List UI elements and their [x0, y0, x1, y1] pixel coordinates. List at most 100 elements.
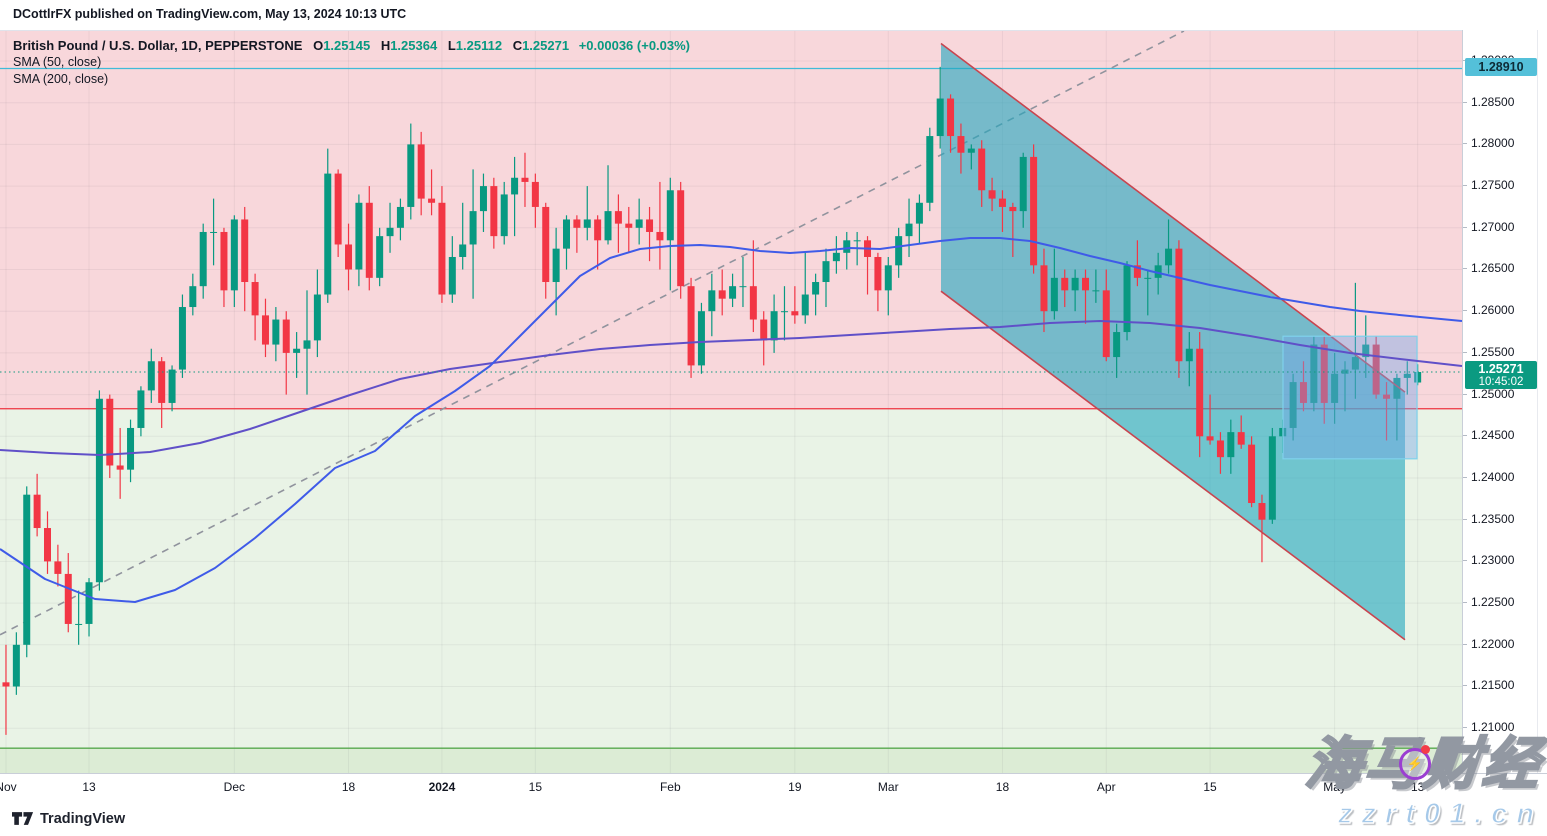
- symbol-title[interactable]: British Pound / U.S. Dollar, 1D, PEPPERS…: [13, 38, 303, 53]
- candle-body: [334, 173, 342, 245]
- candle-body: [1258, 503, 1266, 520]
- candle-body: [44, 528, 51, 562]
- candle-body: [1123, 265, 1131, 333]
- candle-body: [251, 282, 259, 316]
- candle-body: [884, 265, 892, 291]
- candle-body: [1113, 332, 1121, 358]
- candle-body: [656, 231, 664, 241]
- time-axis-label: Feb: [659, 780, 681, 794]
- time-axis[interactable]: Nov 13 Dec 18 2024 15 Feb 19 Mar 18 Apr 15 May 13: [0, 773, 1547, 802]
- candle-body: [978, 148, 986, 191]
- candle-body: [998, 198, 1006, 207]
- time-axis-label: Mar: [877, 780, 899, 794]
- candle-body: [1227, 432, 1235, 458]
- time-axis-label: 18: [341, 780, 356, 794]
- candle-body: [116, 465, 124, 470]
- sma50-line: [0, 237, 1462, 603]
- candle-body: [760, 319, 768, 341]
- candle-body: [376, 236, 384, 278]
- footer-bar: TradingView: [0, 801, 1547, 836]
- time-axis-label: Dec: [223, 780, 245, 794]
- time-axis-label: 13: [82, 780, 96, 794]
- time-axis-label: 13: [1410, 780, 1425, 794]
- candle-body: [2, 682, 10, 687]
- candle-body: [729, 286, 737, 299]
- candle-body: [54, 561, 62, 574]
- last-price-label: 1.25271 10:45:02: [1465, 360, 1537, 389]
- sma200-line: [0, 320, 1462, 456]
- candle-body: [1144, 277, 1152, 279]
- candle-body: [1082, 277, 1089, 291]
- candle-body: [1030, 156, 1038, 266]
- price-axis-label: 1.28000: [1471, 136, 1515, 151]
- candle-body: [521, 177, 529, 182]
- candle-body: [947, 98, 955, 137]
- candle-body: [1341, 369, 1349, 374]
- price-tick: [1463, 101, 1467, 103]
- chart-pane[interactable]: British Pound / U.S. Dollar, 1D, PEPPERS…: [0, 30, 1462, 774]
- candle-body: [791, 311, 799, 316]
- ohlc-low-key: L: [447, 38, 456, 53]
- candle-body: [490, 186, 498, 237]
- time-axis-label: 19: [788, 780, 802, 794]
- candle-body: [915, 202, 923, 224]
- price-axis-label: 1.26000: [1471, 303, 1515, 318]
- price-axis-label: 1.24000: [1471, 469, 1515, 484]
- price-chart-svg: [0, 31, 1462, 774]
- candle-body: [511, 177, 519, 195]
- ohlc-high-value: 1.25364: [390, 38, 438, 53]
- candle-body: [1351, 357, 1359, 370]
- candle-body: [417, 144, 425, 199]
- descending-channel-fill: [941, 43, 1405, 640]
- ohlc-open-key: O: [313, 38, 324, 53]
- change-value: +0.00036 (+0.03%): [578, 38, 691, 53]
- price-tick: [1463, 560, 1467, 562]
- alert-price-label: 1.28910: [1465, 57, 1537, 76]
- candle-body: [1165, 248, 1173, 266]
- candle-body: [832, 252, 840, 262]
- candle-body: [1092, 290, 1100, 292]
- candle-body: [1299, 382, 1307, 403]
- sma50-legend[interactable]: SMA (50, close): [13, 55, 102, 69]
- candle-body: [697, 311, 705, 366]
- candle-body: [1248, 444, 1256, 504]
- candle-body: [957, 136, 965, 153]
- candle-body: [1071, 277, 1079, 291]
- candle-body: [1414, 372, 1422, 383]
- candle-body: [895, 236, 903, 266]
- candle-body: [428, 198, 436, 203]
- candle-body: [1383, 394, 1391, 399]
- price-tick: [1463, 476, 1467, 478]
- candle-body: [604, 211, 612, 241]
- candle-body: [386, 227, 394, 237]
- candle-body: [625, 223, 633, 228]
- sma200-legend[interactable]: SMA (200, close): [13, 72, 109, 86]
- candle-body: [448, 256, 456, 295]
- candle-body: [1061, 277, 1069, 291]
- candle-body: [718, 290, 726, 299]
- ohlc-close-value: 1.25271: [522, 38, 570, 53]
- candle-body: [272, 319, 280, 345]
- channel-lower-border: [940, 290, 1406, 641]
- time-axis-label: 15: [528, 780, 543, 794]
- price-axis[interactable]: 1.28910 1.25271 10:45:02 1.290001.285001…: [1462, 30, 1547, 800]
- candle-body: [345, 244, 353, 270]
- candle-body: [64, 573, 72, 624]
- candle-body: [1216, 440, 1224, 458]
- price-tick: [1463, 727, 1467, 729]
- price-axis-label: 1.23000: [1471, 553, 1515, 568]
- candle-body: [500, 194, 508, 237]
- candle-body: [1289, 382, 1297, 428]
- candle-body: [313, 294, 321, 341]
- candle-body: [666, 190, 674, 241]
- candle-body: [542, 206, 550, 283]
- highlight-rectangle: [1282, 335, 1418, 460]
- candle-body: [853, 240, 861, 242]
- price-axis-label: 1.21500: [1471, 678, 1515, 693]
- ohlc-low-value: 1.25112: [455, 38, 503, 53]
- candle-body: [1196, 348, 1204, 437]
- candle-body: [282, 319, 290, 353]
- countdown-timer: 10:45:02: [1478, 375, 1524, 388]
- time-axis-label: 2024: [428, 780, 456, 794]
- tradingview-logo[interactable]: TradingView: [12, 810, 125, 827]
